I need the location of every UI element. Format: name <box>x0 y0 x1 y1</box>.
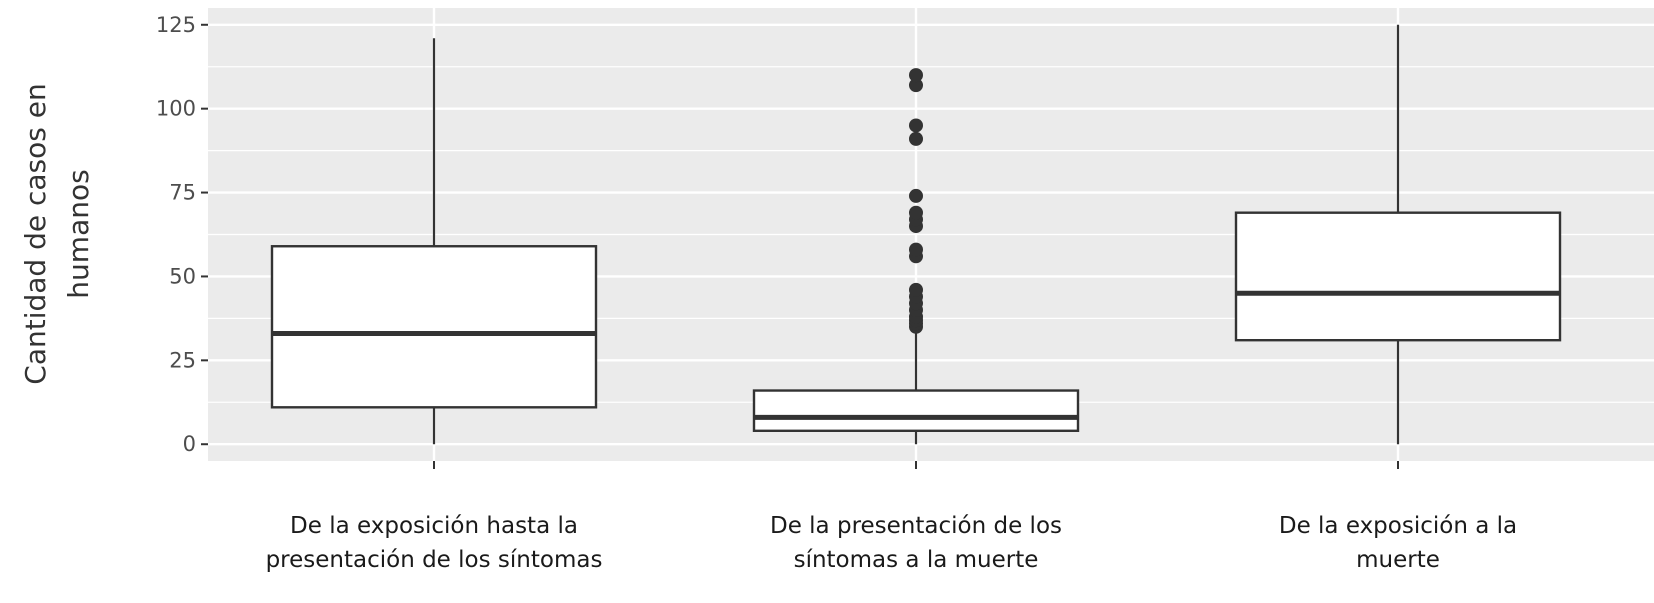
y-tick-label: 75 <box>169 181 196 205</box>
outlier-point <box>909 131 923 146</box>
y-tick-label: 100 <box>156 97 196 121</box>
x-category-label-line: síntomas a la muerte <box>794 547 1039 573</box>
outlier-point <box>909 188 923 203</box>
outlier-point <box>909 282 923 297</box>
x-category-label: De la exposición a la muerte <box>1279 513 1517 573</box>
x-category-label-line: muerte <box>1356 547 1440 573</box>
y-tick-label: 50 <box>169 264 196 288</box>
y-axis-title-text: Cantidad de casos en humanos <box>19 83 95 384</box>
x-category-label-line: De la exposición hasta la <box>290 513 578 539</box>
outlier-point <box>909 78 923 93</box>
x-axis: De la exposición hasta la presentación de… <box>266 461 1517 573</box>
y-tick-label: 25 <box>169 348 196 372</box>
box-group <box>752 68 1080 445</box>
x-category-label-line: presentación de los síntomas <box>266 547 603 573</box>
x-category-label-line: De la presentación de los <box>770 513 1062 539</box>
x-category-label: De la exposición hasta la presentación de… <box>266 513 603 573</box>
y-tick-label: 125 <box>156 13 196 37</box>
box-iqr <box>1234 211 1562 342</box>
y-axis-title-line: humanos <box>62 169 95 298</box>
y-tick-label: 0 <box>183 432 196 456</box>
x-category-label-line: De la exposición a la <box>1279 513 1517 539</box>
box-iqr <box>752 389 1080 432</box>
box-series <box>270 24 1562 445</box>
y-axis-title: Cantidad de casos en humanos <box>19 83 95 384</box>
outlier-point <box>909 242 923 257</box>
outlier-point <box>909 118 923 133</box>
box-iqr <box>270 245 598 409</box>
box-group <box>270 38 598 445</box>
y-axis-title-line: Cantidad de casos en <box>19 83 52 384</box>
y-axis: 0 25 50 75 100 125 <box>156 13 208 456</box>
box-group <box>1234 24 1562 445</box>
outlier-point <box>909 205 923 220</box>
outlier-point <box>909 68 923 83</box>
x-category-label: De la presentación de los síntomas a la m… <box>770 513 1062 573</box>
